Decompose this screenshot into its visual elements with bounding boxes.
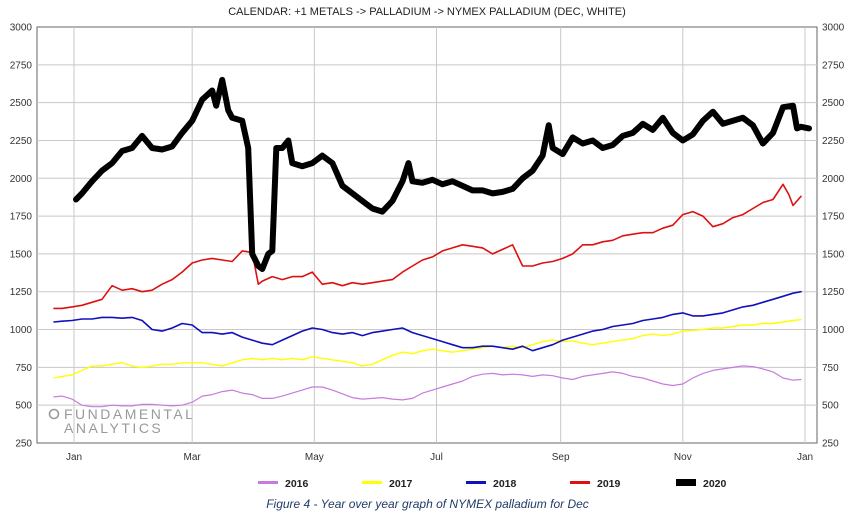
legend-label-2017: 2017 — [389, 478, 413, 490]
y-tick-label-right: 3000 — [822, 23, 845, 34]
legend-label-2016: 2016 — [285, 478, 309, 490]
x-tick-label: Jul — [430, 452, 443, 463]
x-tick-label: May — [305, 452, 324, 463]
legend: 2016 2017 2018 2019 2020 — [258, 478, 727, 490]
legend-label-2020: 2020 — [703, 478, 727, 490]
x-tick-label: Sep — [552, 452, 570, 463]
y-axis-left: 250 500 750 1000 1250 1500 1750 2000 2250 2500 275… — [10, 23, 33, 450]
y-tick-label-left: 3000 — [10, 23, 33, 34]
legend-swatch-2018 — [466, 481, 486, 484]
y-tick-label-right: 250 — [822, 439, 839, 450]
y-tick-label-right: 2250 — [822, 136, 845, 147]
y-tick-label-right: 2750 — [822, 60, 845, 71]
legend-swatch-2016 — [258, 481, 278, 484]
series-line-2020 — [73, 76, 812, 272]
y-tick-label-left: 1250 — [10, 287, 33, 298]
chart-title: CALENDAR: +1 METALS -> PALLADIUM -> NYME… — [228, 6, 626, 18]
x-tick-label: Mar — [184, 452, 202, 463]
x-axis: Jan Mar May Jul Sep Nov Jan — [66, 452, 813, 463]
series-line-2019 — [53, 183, 802, 310]
legend-swatch-2019 — [570, 481, 590, 484]
y-tick-label-right: 500 — [822, 401, 839, 412]
y-tick-label-right: 1000 — [822, 325, 845, 336]
y-tick-label-left: 2500 — [10, 98, 33, 109]
y-axis-right: 250 500 750 1000 1250 1500 1750 2000 2250 2500 275… — [822, 23, 845, 450]
y-tick-label-right: 1250 — [822, 287, 845, 298]
y-tick-label-left: 250 — [15, 439, 32, 450]
legend-swatch-2017 — [362, 481, 382, 484]
figure-caption: Figure 4 - Year over year graph of NYMEX… — [266, 497, 589, 511]
grid-lines — [37, 27, 817, 443]
y-tick-label-left: 750 — [15, 363, 32, 374]
x-tick-label: Nov — [674, 452, 692, 463]
watermark-line-2: ANALYTICS — [64, 420, 163, 436]
legend-label-2018: 2018 — [493, 478, 517, 490]
y-tick-label-left: 500 — [15, 401, 32, 412]
watermark-logo-icon — [48, 408, 60, 420]
legend-label-2019: 2019 — [597, 478, 621, 490]
y-tick-label-right: 1500 — [822, 249, 845, 260]
y-tick-label-right: 2500 — [822, 98, 845, 109]
watermark-logo: FUNDAMENTAL ANALYTICS — [48, 406, 195, 436]
y-tick-label-right: 2000 — [822, 174, 845, 185]
x-tick-label: Jan — [797, 452, 813, 463]
watermark-line-1: FUNDAMENTAL — [64, 406, 195, 422]
series-lines — [53, 76, 812, 408]
series-line-2018 — [53, 290, 802, 352]
y-tick-label-left: 1500 — [10, 249, 33, 260]
y-tick-label-left: 1750 — [10, 212, 33, 223]
y-tick-label-left: 1000 — [10, 325, 33, 336]
plot-area — [36, 26, 818, 444]
x-tick-label: Jan — [66, 452, 82, 463]
y-tick-label-left: 2000 — [10, 174, 33, 185]
y-tick-label-right: 750 — [822, 363, 839, 374]
series-line-2017 — [53, 319, 802, 379]
legend-swatch-2020 — [676, 479, 696, 486]
series-line-2016 — [53, 365, 802, 408]
y-tick-label-left: 2750 — [10, 60, 33, 71]
y-tick-label-left: 2250 — [10, 136, 33, 147]
y-tick-label-right: 1750 — [822, 212, 845, 223]
